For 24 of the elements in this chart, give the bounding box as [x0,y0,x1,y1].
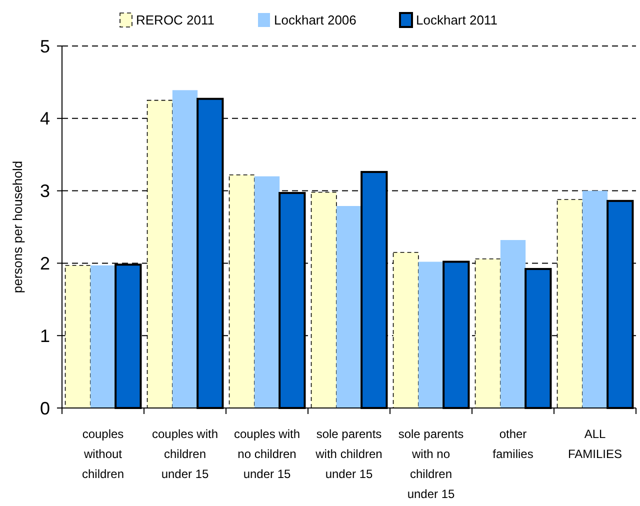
x-tick-label: other families [492,427,534,461]
bar [90,265,116,408]
y-tick-label: 1 [40,326,50,346]
x-tick-label: couples without children [82,427,124,481]
y-tick-label: 5 [40,36,50,56]
bar [500,240,526,408]
y-axis-title: persons per household [10,160,25,294]
x-tick-label: sole parents with no children under 15 [398,427,464,501]
bar [336,206,362,408]
y-tick-label: 3 [40,181,50,202]
bar [254,176,280,408]
legend-label: REROC 2011 [136,12,215,28]
bar [172,90,198,408]
x-tick-label: couples with no children under 15 [234,427,300,481]
legend-label: Lockhart 2006 [274,12,356,28]
x-tick-label: sole parents with children under 15 [314,427,382,481]
y-tick-label: 2 [40,254,50,274]
bar [582,190,608,408]
legend-label: Lockhart 2011 [416,12,498,28]
x-tick-label: ALL FAMILIES [568,427,622,461]
y-tick-label: 0 [40,398,50,418]
x-tick-label: couples with children under 15 [152,427,218,481]
y-tick-label: 4 [40,108,50,129]
bar [418,262,444,408]
